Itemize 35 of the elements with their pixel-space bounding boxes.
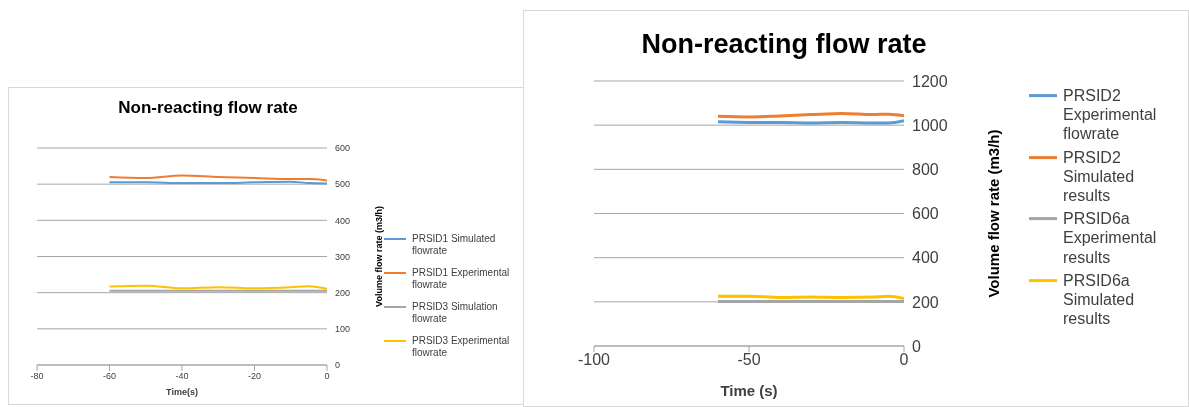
x-tick-label: -20	[247, 371, 262, 382]
legend-label: PRSID1 Simulated flowrate	[412, 233, 497, 257]
chart-title: Non-reacting flow rate	[117, 98, 299, 118]
legend-label: PRSID2 Simulated results	[1063, 147, 1136, 206]
y-tick-label: 1000	[912, 116, 948, 134]
y-axis-title: Volume flow rate (m3/h)	[374, 206, 385, 307]
x-tick-label: -40	[175, 371, 189, 382]
x-axis-title: Time (s)	[720, 382, 778, 399]
y-tick-label: 200	[912, 293, 939, 311]
y-tick-label: 400	[335, 215, 351, 226]
y-tick-label: 500	[335, 179, 351, 190]
x-tick-label: -100	[577, 351, 611, 369]
legend-label: PRSID6a Simulated results	[1063, 270, 1136, 329]
y-tick-label: 200	[335, 287, 351, 298]
y-axis-title: Volume flow rate (m3/h)	[985, 129, 1003, 298]
y-tick-label: 800	[912, 161, 939, 179]
x-tick-label: 0	[899, 351, 909, 369]
legend-label: PRSID6a Experimental results	[1063, 209, 1158, 267]
x-axis-title: Time(s)	[166, 387, 198, 397]
y-tick-label: 1200	[912, 72, 948, 90]
y-tick-label: 300	[335, 251, 351, 262]
legend-label: PRSID3 Experimental flowrate	[412, 335, 511, 359]
y-tick-label: 600	[335, 143, 351, 154]
y-tick-label: 100	[335, 324, 351, 335]
legend-label: PRSID2 Experimental flowrate	[1063, 86, 1158, 144]
chart-title: Non-reacting flow rate	[640, 29, 928, 60]
y-tick-label: 600	[912, 205, 939, 223]
x-tick-label: 0	[324, 371, 330, 382]
x-tick-label: -60	[102, 371, 117, 382]
y-tick-label: 0	[912, 337, 921, 355]
legend-label: PRSID3 Simulation flowrate	[412, 301, 499, 325]
x-tick-label: -80	[30, 371, 44, 382]
x-tick-label: -50	[737, 351, 761, 369]
y-tick-label: 400	[912, 249, 939, 267]
legend-label: PRSID1 Experimental flowrate	[412, 267, 511, 291]
